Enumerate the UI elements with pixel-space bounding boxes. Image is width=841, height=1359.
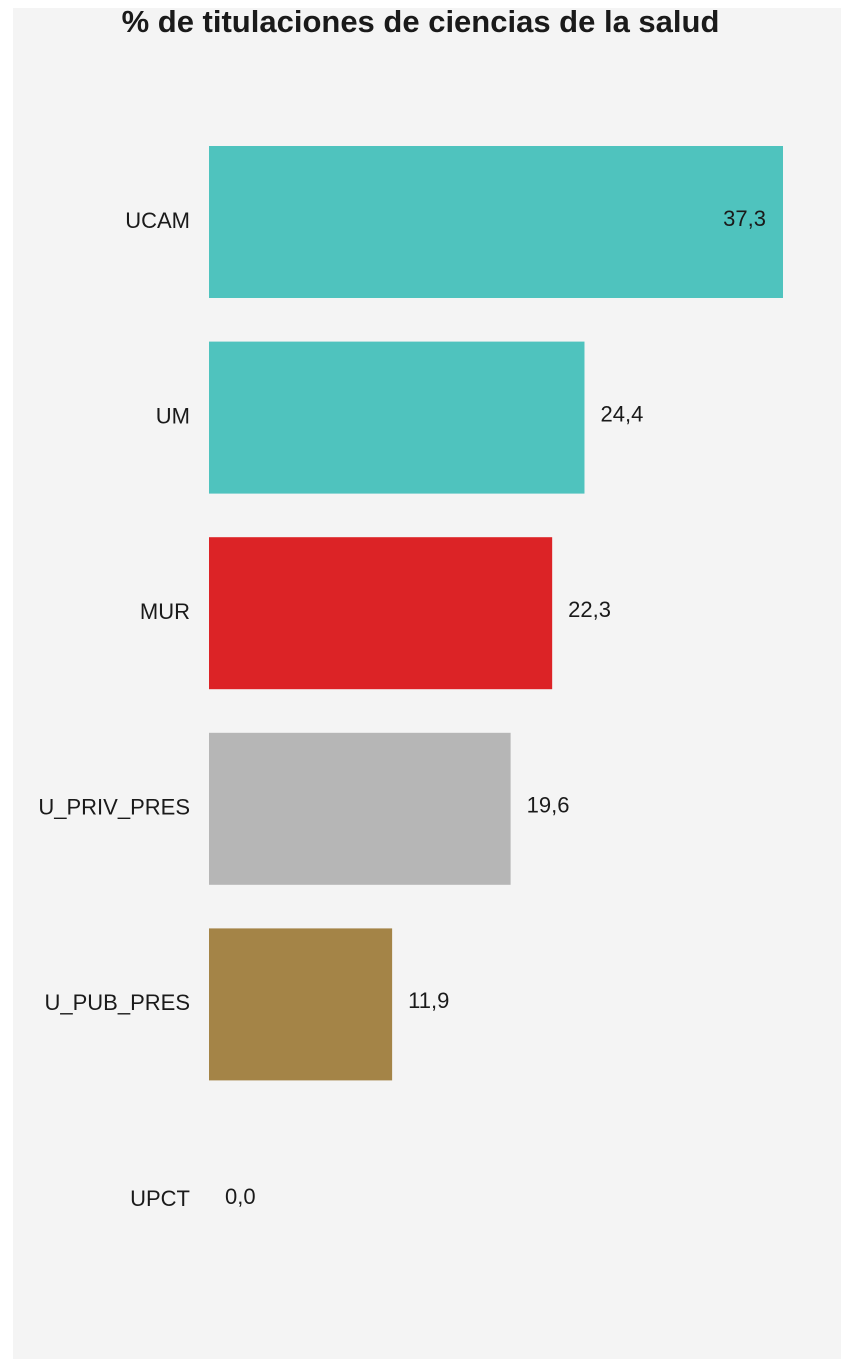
value-label-ucam: 37,3 [723, 206, 766, 231]
value-label-upct: 0,0 [225, 1184, 256, 1209]
bar-ucam [209, 146, 783, 298]
bar-u-pub-pres [209, 928, 393, 1081]
value-label-um: 24,4 [600, 401, 643, 426]
category-label-u-pub-pres: U_PUB_PRES [44, 990, 190, 1015]
category-label-um: UM [156, 403, 190, 428]
value-label-u-priv-pres: 19,6 [527, 793, 570, 818]
bar-um [209, 341, 585, 494]
value-label-mur: 22,3 [568, 597, 611, 622]
category-label-ucam: UCAM [125, 208, 190, 233]
value-label-u-pub-pres: 11,9 [408, 988, 449, 1013]
category-label-upct: UPCT [130, 1186, 190, 1211]
category-label-mur: MUR [140, 599, 190, 624]
bar-u-priv-pres [209, 732, 511, 885]
bar-mur [209, 537, 553, 690]
category-label-u-priv-pres: U_PRIV_PRES [38, 795, 190, 820]
chart-title: % de titulaciones de ciencias de la salu… [121, 4, 720, 39]
